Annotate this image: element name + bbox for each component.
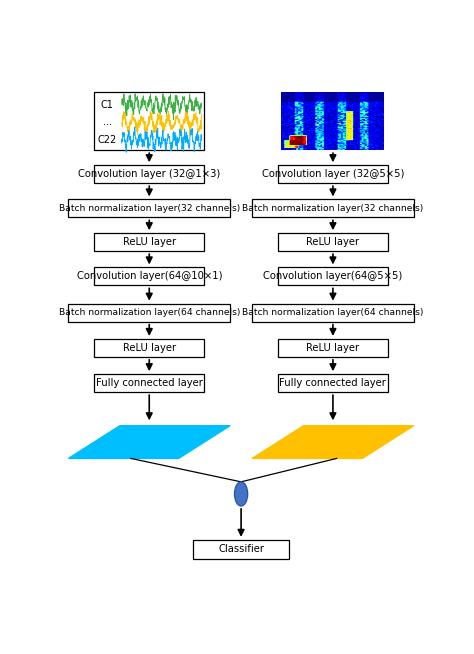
Text: Convolution layer(64@10×1): Convolution layer(64@10×1) <box>76 271 222 281</box>
Text: C22: C22 <box>98 135 117 145</box>
Text: Classifier: Classifier <box>218 544 264 555</box>
Ellipse shape <box>235 482 248 506</box>
Text: ReLU layer: ReLU layer <box>306 237 359 247</box>
Text: C1: C1 <box>101 99 114 110</box>
Polygon shape <box>68 426 230 458</box>
Text: Batch normalization layer(32 channels): Batch normalization layer(32 channels) <box>242 204 424 213</box>
FancyBboxPatch shape <box>252 199 414 218</box>
Text: ReLU layer: ReLU layer <box>306 343 359 353</box>
Text: Batch normalization layer(64 channels): Batch normalization layer(64 channels) <box>242 308 424 317</box>
Text: ReLU layer: ReLU layer <box>123 343 176 353</box>
Text: Batch normalization layer(32 channels): Batch normalization layer(32 channels) <box>59 204 240 213</box>
Text: Batch normalization layer(64 channels): Batch normalization layer(64 channels) <box>59 308 240 317</box>
FancyBboxPatch shape <box>94 92 204 150</box>
FancyBboxPatch shape <box>94 267 204 285</box>
Text: Convolution layer (32@5×5): Convolution layer (32@5×5) <box>262 169 404 179</box>
Text: ReLU layer: ReLU layer <box>123 237 176 247</box>
Text: Fully connected layer: Fully connected layer <box>280 378 386 388</box>
FancyBboxPatch shape <box>193 540 289 559</box>
FancyBboxPatch shape <box>68 199 230 218</box>
FancyBboxPatch shape <box>94 339 204 357</box>
FancyBboxPatch shape <box>94 165 204 183</box>
Text: Fully connected layer: Fully connected layer <box>96 378 203 388</box>
FancyBboxPatch shape <box>278 339 388 357</box>
Text: Convolution layer(64@5×5): Convolution layer(64@5×5) <box>263 271 402 281</box>
FancyBboxPatch shape <box>252 303 414 322</box>
FancyBboxPatch shape <box>94 374 204 392</box>
Text: ...: ... <box>103 117 112 128</box>
FancyBboxPatch shape <box>278 165 388 183</box>
Text: Convolution layer (32@1×3): Convolution layer (32@1×3) <box>78 169 220 179</box>
FancyBboxPatch shape <box>68 303 230 322</box>
FancyBboxPatch shape <box>278 233 388 251</box>
FancyBboxPatch shape <box>278 267 388 285</box>
FancyBboxPatch shape <box>278 374 388 392</box>
Polygon shape <box>252 426 414 458</box>
FancyBboxPatch shape <box>94 233 204 251</box>
